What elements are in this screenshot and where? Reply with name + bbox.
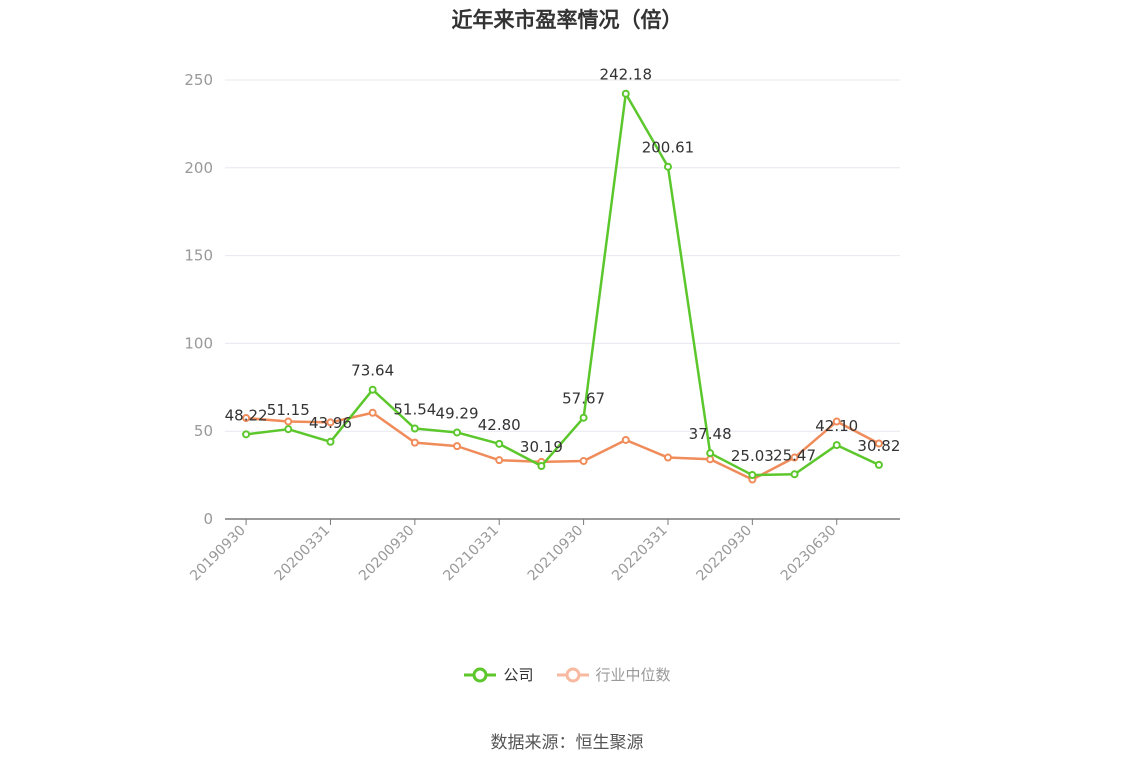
x-tick-label: 20230630 [778, 523, 840, 585]
data-label: 73.64 [351, 362, 394, 380]
data-label: 57.67 [562, 390, 605, 408]
legend: 公司 行业中位数 [0, 664, 1134, 685]
data-point-company [621, 89, 630, 98]
y-tick-label: 150 [184, 247, 213, 265]
data-label: 200.61 [642, 139, 695, 157]
legend-company-icon [464, 667, 497, 682]
data-point-company [706, 449, 715, 458]
data-point-industry-median [453, 442, 462, 451]
data-label: 51.15 [267, 401, 310, 419]
data-label: 43.96 [309, 414, 352, 432]
data-point-industry-median [706, 455, 715, 464]
data-point-company [453, 428, 462, 437]
data-point-industry-median [368, 408, 377, 417]
y-tick-label: 100 [184, 334, 213, 352]
data-point-company [874, 460, 883, 469]
data-label: 42.80 [478, 416, 521, 434]
data-point-company [368, 385, 377, 394]
data-point-industry-median [832, 417, 841, 426]
y-tick-label: 0 [203, 510, 213, 528]
data-point-company [790, 470, 799, 479]
series-line-company [245, 92, 880, 477]
data-point-company [242, 430, 251, 439]
data-label: 49.29 [436, 404, 479, 422]
data-point-company [537, 461, 546, 470]
data-point-company [410, 424, 419, 433]
data-point-industry-median [874, 439, 883, 448]
y-tick-label: 250 [184, 71, 213, 89]
legend-item-industry-median[interactable]: 行业中位数 [556, 664, 671, 685]
legend-industry-label: 行业中位数 [595, 666, 671, 684]
data-point-industry-median [790, 453, 799, 462]
data-label: 51.54 [393, 400, 436, 418]
data-label: 30.82 [857, 437, 900, 455]
data-point-industry-median [621, 435, 630, 444]
x-tick-label: 20200930 [356, 523, 418, 585]
data-point-industry-median [242, 414, 251, 423]
data-point-company [832, 441, 841, 450]
legend-industry-icon [556, 667, 589, 682]
data-label: 30.19 [520, 438, 563, 456]
data-label: 25.03 [731, 447, 774, 465]
data-point-company [748, 471, 757, 480]
data-point-company [579, 413, 588, 422]
data-source: 数据来源：恒生聚源 [490, 733, 644, 753]
data-point-industry-median [495, 456, 504, 465]
legend-item-company[interactable]: 公司 [463, 664, 534, 685]
data-point-company [326, 437, 335, 446]
x-tick-label: 20190930 [187, 523, 249, 585]
data-point-company [284, 425, 293, 434]
data-label: 48.22 [225, 406, 268, 424]
data-point-industry-median [326, 418, 335, 427]
data-label: 42.10 [815, 417, 858, 435]
legend-company-label: 公司 [503, 666, 534, 684]
data-label: 242.18 [600, 66, 653, 84]
x-tick-label: 20200331 [272, 523, 334, 585]
x-tick-label: 20210331 [440, 523, 502, 585]
data-point-industry-median [579, 457, 588, 466]
data-point-company [663, 162, 672, 171]
data-point-industry-median [284, 417, 293, 426]
y-tick-label: 50 [194, 422, 213, 440]
data-label: 25.47 [773, 446, 816, 464]
data-label: 37.48 [689, 425, 732, 443]
data-point-industry-median [663, 453, 672, 462]
data-point-industry-median [410, 438, 419, 447]
chart-title: 近年来市盈率情况（倍） [451, 8, 683, 32]
y-tick-label: 200 [184, 159, 213, 177]
x-tick-label: 20210930 [525, 523, 587, 585]
data-point-company [495, 439, 504, 448]
x-tick-label: 20220331 [609, 523, 671, 585]
x-tick-label: 20220930 [693, 523, 755, 585]
